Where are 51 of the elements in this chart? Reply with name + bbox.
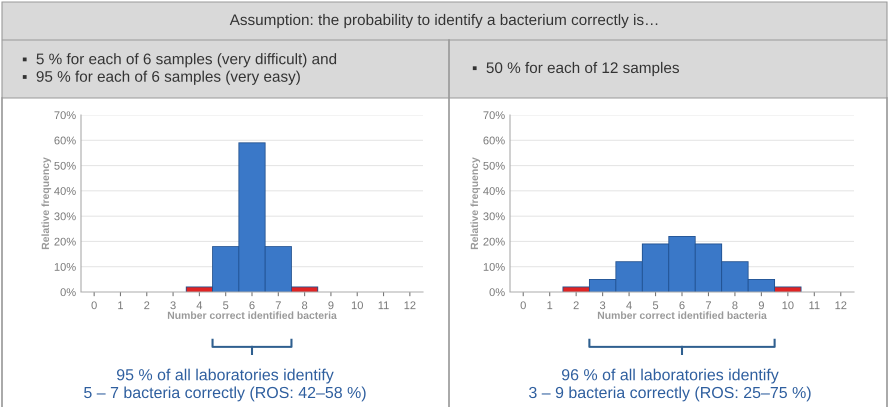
x-tick-label: 7 — [706, 301, 711, 310]
x-tick-label: 3 — [170, 301, 176, 310]
y-tick-label: 0% — [60, 288, 76, 296]
y-tick-label: 20% — [483, 238, 505, 246]
y-tick-label: 60% — [54, 136, 76, 144]
y-tick-label: 30% — [54, 212, 76, 220]
chart-subtitle: ▪ 5 % for each of 6 samples (very difficult) and ▪ 95 % for each of 6 samples (very easy) — [22, 53, 336, 85]
x-tick-label: 1 — [118, 301, 124, 310]
x-tick-label: 11 — [809, 301, 820, 310]
y-tick-label: 70% — [54, 111, 76, 120]
x-tick-label: 6 — [679, 301, 685, 310]
y-tick-label: 10% — [484, 262, 505, 271]
y-axis-title: Relative frequency — [41, 157, 52, 250]
y-tick-label: 40% — [483, 187, 505, 195]
chart-title: Assumption: the probability to identify a bacterium correctly is… — [230, 14, 658, 28]
y-tick-label: 70% — [483, 111, 505, 120]
y-tick-label: 40% — [54, 187, 76, 195]
x-tick-label: 12 — [404, 301, 416, 310]
x-tick-label: 7 — [276, 301, 281, 310]
x-tick-label: 10 — [782, 301, 794, 310]
x-tick-label: 6 — [249, 301, 255, 310]
x-tick-label: 3 — [600, 301, 606, 310]
x-tick-label: 0 — [520, 301, 526, 310]
chart-subtitle: ▪ 50 % for each of 12 samples — [472, 62, 679, 76]
x-tick-label: 0 — [92, 301, 97, 310]
x-tick-label: 9 — [328, 301, 334, 310]
x-tick-label: 11 — [378, 301, 389, 310]
text: 95 % of all laboratories identify 5 – 7 bacteria correctly (ROS: 42–58 %) — [84, 368, 366, 402]
x-tick-label: 4 — [196, 301, 202, 310]
y-tick-label: 0% — [490, 288, 505, 296]
y-tick-label: 10% — [54, 262, 76, 271]
x-axis-title: Number correct identified bacteria — [598, 311, 767, 320]
y-axis-title: Relative frequency — [470, 157, 480, 250]
x-tick-label: 2 — [574, 301, 579, 310]
x-tick-label: 1 — [547, 301, 552, 310]
x-tick-label: 12 — [835, 301, 846, 310]
x-tick-label: 9 — [758, 301, 764, 310]
y-tick-label: 60% — [483, 136, 505, 144]
x-tick-label: 5 — [652, 301, 658, 310]
y-tick-label: 20% — [54, 238, 76, 246]
x-tick-label: 8 — [302, 301, 308, 310]
x-tick-label: 2 — [144, 301, 150, 310]
text: 96 % of all laboratories identify 3 – 9 bacteria correctly (ROS: 25–75 %) — [529, 368, 811, 402]
x-tick-label: 10 — [352, 301, 363, 310]
y-tick-label: 50% — [483, 162, 505, 170]
x-tick-label: 8 — [732, 301, 738, 310]
y-tick-label: 50% — [54, 162, 76, 170]
x-tick-label: 5 — [223, 301, 228, 310]
x-axis-title: Number correct identified bacteria — [168, 311, 337, 320]
y-tick-label: 30% — [483, 212, 505, 220]
x-tick-label: 4 — [626, 301, 632, 310]
